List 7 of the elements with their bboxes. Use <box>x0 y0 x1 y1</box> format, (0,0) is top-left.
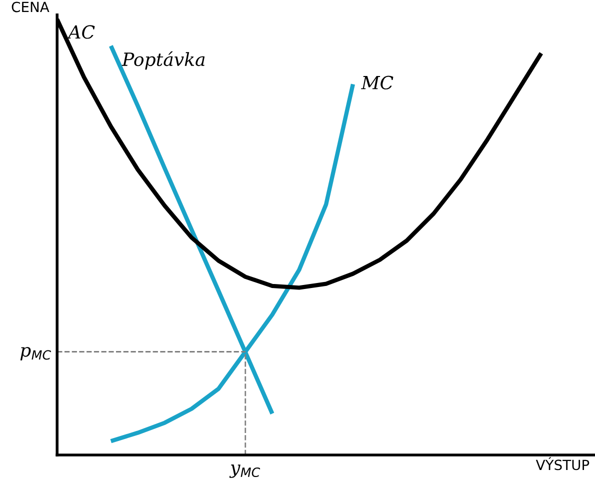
series-label: Poptávka <box>122 51 205 70</box>
series-label: MC <box>361 76 394 90</box>
x-axis-title: VÝSTUP <box>536 457 590 470</box>
y-axis-title: CENA <box>12 2 50 12</box>
ref-line-label: p$_{MC}$ <box>20 346 52 360</box>
text: y$_{MC}$ <box>229 464 260 478</box>
series-label: AC <box>66 25 95 39</box>
